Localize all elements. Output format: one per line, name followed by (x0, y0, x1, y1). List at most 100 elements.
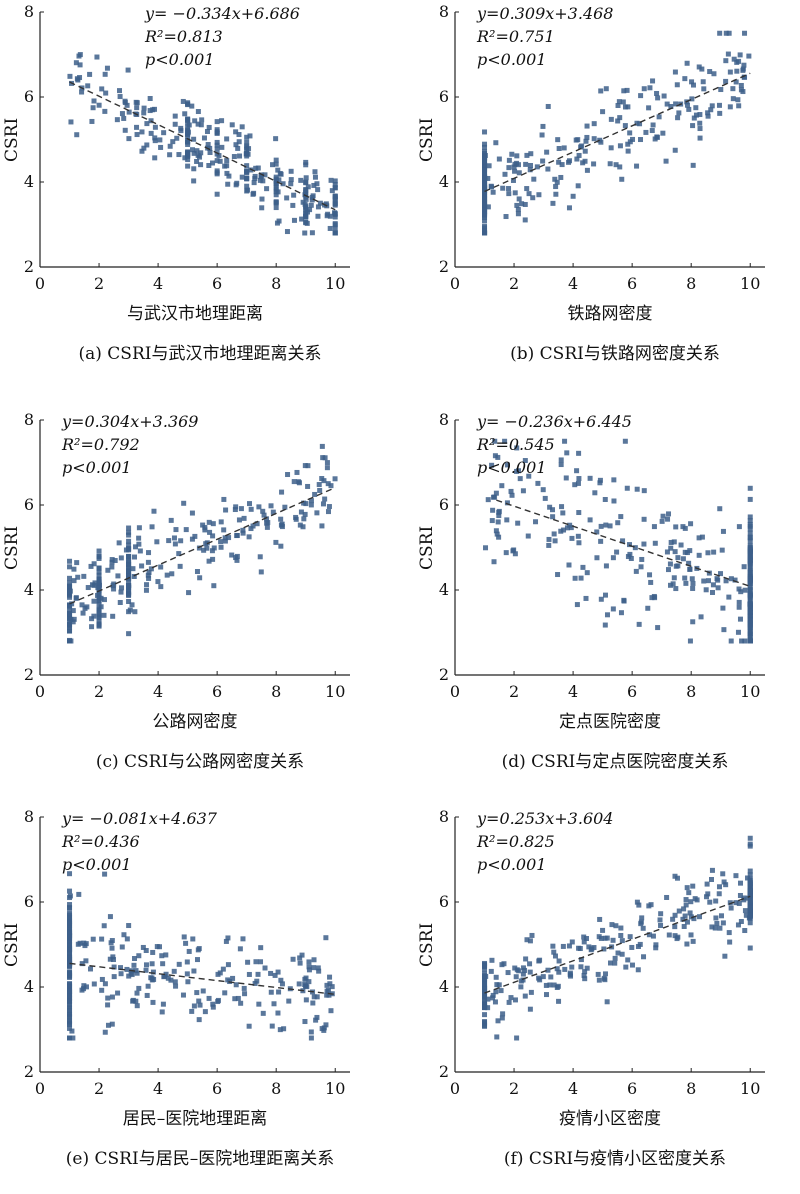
scatter-point (84, 604, 90, 610)
scatter-point (623, 964, 629, 970)
scatter-point (273, 161, 279, 167)
scatter-point (641, 488, 647, 494)
scatter-point (83, 958, 89, 964)
scatter-point (214, 119, 220, 125)
scatter-point (293, 516, 299, 522)
scatter-point (197, 1002, 203, 1008)
scatter-point (727, 69, 733, 75)
scatter-point (96, 622, 102, 628)
stat-equation: y=0.304x+3.369 (62, 412, 199, 431)
scatter-point (747, 617, 753, 623)
scatter-point (247, 501, 253, 507)
scatter-point (558, 457, 564, 463)
scatter-point (131, 554, 137, 560)
scatter-point (202, 527, 208, 533)
scatter-point (237, 946, 243, 952)
scatter-point (301, 516, 307, 522)
scatter-point (747, 530, 753, 536)
scatter-point (705, 578, 711, 584)
scatter-point (747, 553, 753, 559)
scatter-point (171, 535, 177, 541)
scatter-point (651, 524, 657, 530)
scatter-point (630, 136, 636, 142)
x-axis-title: 居民–医院地理距离 (122, 1109, 268, 1129)
scatter-point (696, 552, 702, 558)
scatter-point (690, 619, 696, 625)
scatter-point (491, 559, 497, 565)
y-tick-label: 2 (439, 257, 449, 276)
scatter-point (184, 971, 190, 977)
scatter-point (88, 966, 94, 972)
scatter-point (67, 888, 73, 894)
scatter-point (482, 995, 488, 1001)
scatter-point (482, 1023, 488, 1029)
scatter-point (637, 121, 643, 127)
scatter-point (686, 560, 692, 566)
scatter-point (143, 947, 149, 953)
scatter-point (567, 972, 573, 978)
scatter-point (625, 141, 631, 147)
scatter-point (498, 988, 504, 994)
scatter-point (137, 548, 143, 554)
scatter-point (730, 86, 736, 92)
scatter-point (723, 78, 729, 84)
scatter-point (715, 577, 721, 583)
scatter-point (290, 202, 296, 208)
scatter-point (564, 525, 570, 531)
x-tick-label: 4 (568, 274, 578, 293)
scatter-point (152, 124, 158, 130)
scatter-point (216, 153, 222, 159)
scatter-point (81, 983, 87, 989)
scatter-point (674, 936, 680, 942)
scatter-point (104, 65, 110, 71)
scatter-point (607, 523, 613, 529)
scatter-point (321, 1025, 327, 1031)
scatter-point (67, 1018, 73, 1024)
scatter-point (99, 936, 105, 942)
scatter-point (136, 535, 142, 541)
scatter-point (69, 601, 75, 607)
scatter-point (332, 214, 338, 220)
scatter-point (643, 129, 649, 135)
scatter-point (718, 571, 724, 577)
scatter-point (733, 873, 739, 879)
scatter-point (576, 476, 582, 482)
scatter-point (145, 572, 151, 578)
scatter-point (628, 555, 634, 561)
scatter-point (204, 545, 210, 551)
scatter-point (567, 158, 573, 164)
scatter-point (316, 482, 322, 488)
scatter-point (305, 463, 311, 469)
scatter-point (328, 1008, 334, 1014)
scatter-point (141, 145, 147, 151)
scatter-point (533, 519, 539, 525)
scatter-point (268, 970, 274, 976)
scatter-point (690, 162, 696, 168)
scatter-point (482, 198, 488, 204)
scatter-point (73, 60, 79, 66)
y-tick-label: 8 (24, 807, 34, 826)
scatter-point (102, 1029, 108, 1035)
scatter-point (566, 562, 572, 568)
scatter-point (655, 95, 661, 101)
scatter-point (647, 572, 653, 578)
scatter-point (299, 952, 305, 958)
scatter-point (574, 602, 580, 608)
scatter-point (67, 988, 73, 994)
scatter-point (298, 509, 304, 515)
scatter-point (584, 167, 590, 173)
scatter-point (506, 165, 512, 171)
scatter-point (299, 216, 305, 222)
scatter-point (237, 153, 243, 159)
scatter-point (224, 158, 230, 164)
scatter-point (482, 963, 488, 969)
scatter-point (493, 528, 499, 534)
y-tick-label: 8 (439, 410, 449, 429)
scatter-point (251, 180, 257, 186)
scatter-point (232, 507, 238, 513)
x-tick-label: 4 (568, 1079, 578, 1098)
scatter-point (324, 213, 330, 219)
scatter-point (493, 490, 499, 496)
scatter-point (109, 1021, 115, 1027)
